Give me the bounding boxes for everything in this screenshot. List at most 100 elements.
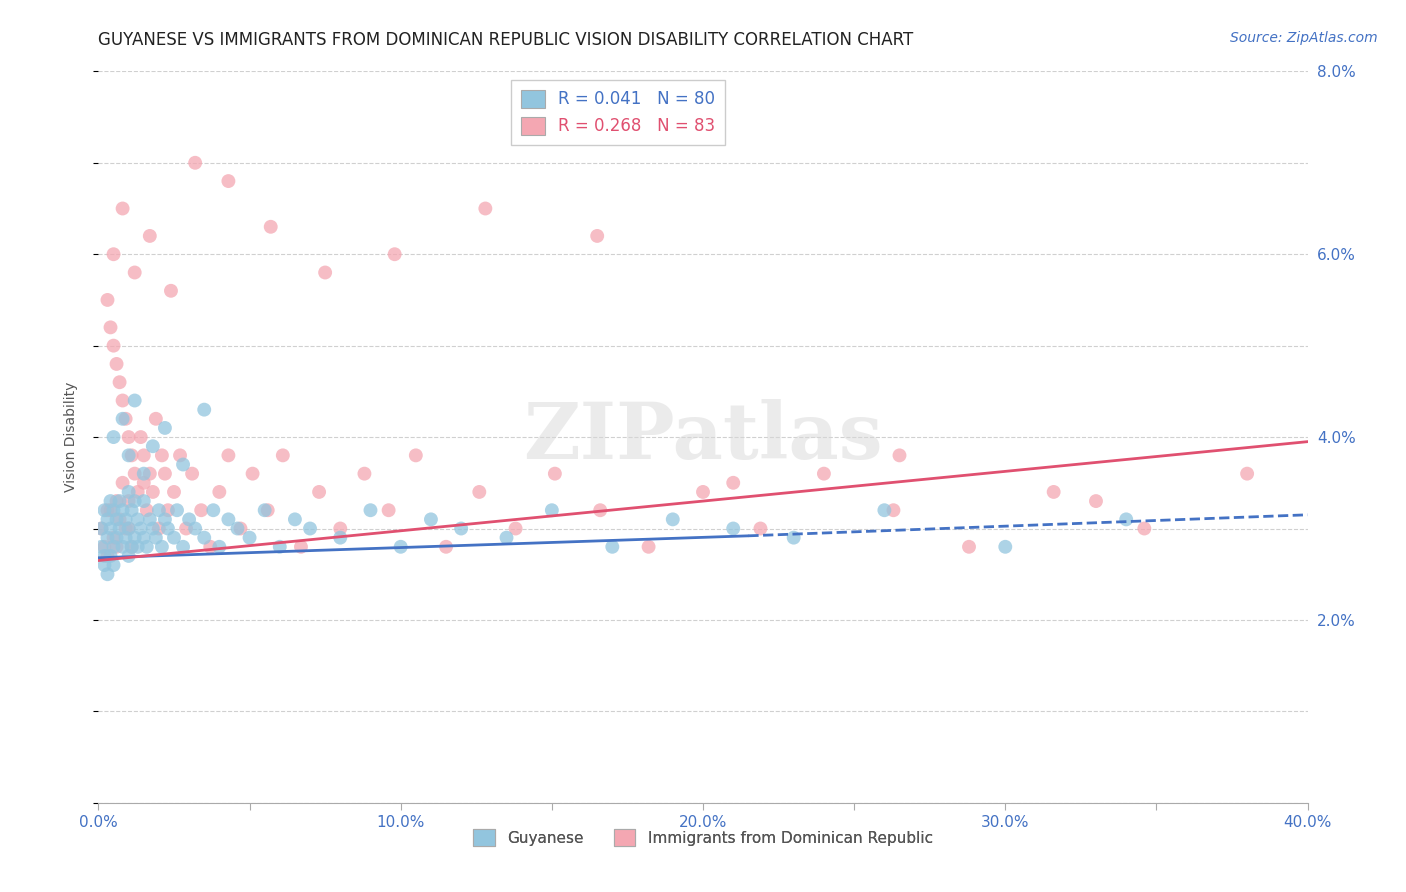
Point	[96, 512, 118, 526]
Point	[172, 458, 194, 472]
Point	[114, 512, 136, 526]
Point	[108, 376, 131, 390]
Point	[253, 503, 276, 517]
Point	[208, 485, 231, 500]
Point	[111, 475, 134, 490]
Point	[135, 540, 157, 554]
Point	[217, 512, 239, 526]
Point	[142, 439, 165, 453]
Point	[1236, 467, 1258, 481]
Point	[129, 430, 152, 444]
Point	[172, 540, 194, 554]
Point	[111, 540, 134, 554]
Point	[96, 531, 118, 545]
Point	[589, 503, 612, 517]
Point	[882, 503, 904, 517]
Point	[103, 338, 125, 352]
Point	[100, 549, 122, 563]
Legend: Guyanese, Immigrants from Dominican Republic: Guyanese, Immigrants from Dominican Repu…	[465, 822, 941, 854]
Point	[150, 540, 173, 554]
Point	[269, 540, 291, 554]
Point	[114, 412, 136, 426]
Point	[450, 521, 472, 535]
Point	[179, 512, 201, 526]
Point	[105, 357, 128, 371]
Point	[602, 540, 624, 554]
Text: Source: ZipAtlas.com: Source: ZipAtlas.com	[1230, 31, 1378, 45]
Point	[329, 531, 352, 545]
Point	[150, 449, 173, 463]
Point	[260, 219, 283, 234]
Point	[586, 229, 609, 244]
Point	[1115, 512, 1137, 526]
Point	[749, 521, 772, 535]
Point	[544, 467, 567, 481]
Point	[420, 512, 443, 526]
Point	[169, 449, 191, 463]
Point	[118, 485, 141, 500]
Point	[103, 503, 125, 517]
Point	[163, 531, 186, 545]
Point	[93, 558, 115, 573]
Point	[105, 494, 128, 508]
Point	[93, 503, 115, 517]
Point	[96, 293, 118, 307]
Point	[105, 540, 128, 554]
Point	[103, 540, 125, 554]
Point	[153, 421, 176, 435]
Point	[124, 266, 146, 280]
Point	[389, 540, 412, 554]
Text: ZIPatlas: ZIPatlas	[523, 399, 883, 475]
Point	[193, 531, 215, 545]
Point	[142, 485, 165, 500]
Point	[468, 485, 491, 500]
Point	[329, 521, 352, 535]
Y-axis label: Vision Disability: Vision Disability	[63, 382, 77, 492]
Point	[405, 449, 427, 463]
Point	[103, 531, 125, 545]
Point	[1042, 485, 1064, 500]
Point	[93, 549, 115, 563]
Point	[156, 503, 179, 517]
Point	[226, 521, 249, 535]
Point	[190, 503, 212, 517]
Point	[200, 540, 222, 554]
Point	[96, 567, 118, 582]
Point	[118, 521, 141, 535]
Point	[360, 503, 382, 517]
Point	[163, 485, 186, 500]
Point	[100, 494, 122, 508]
Point	[132, 467, 155, 481]
Point	[103, 430, 125, 444]
Point	[124, 494, 146, 508]
Point	[889, 449, 911, 463]
Point	[139, 512, 162, 526]
Point	[540, 503, 562, 517]
Point	[813, 467, 835, 481]
Point	[96, 549, 118, 563]
Point	[290, 540, 312, 554]
Point	[118, 430, 141, 444]
Point	[124, 467, 146, 481]
Point	[434, 540, 457, 554]
Point	[1085, 494, 1108, 508]
Point	[118, 549, 141, 563]
Point	[314, 266, 336, 280]
Point	[114, 531, 136, 545]
Point	[474, 202, 496, 216]
Point	[93, 540, 115, 554]
Point	[239, 531, 262, 545]
Point	[284, 512, 307, 526]
Point	[1133, 521, 1156, 535]
Point	[105, 512, 128, 526]
Point	[217, 174, 239, 188]
Point	[127, 540, 149, 554]
Point	[132, 449, 155, 463]
Point	[121, 540, 143, 554]
Point	[181, 467, 204, 481]
Point	[505, 521, 527, 535]
Point	[127, 485, 149, 500]
Point	[100, 320, 122, 334]
Point	[114, 521, 136, 535]
Point	[121, 540, 143, 554]
